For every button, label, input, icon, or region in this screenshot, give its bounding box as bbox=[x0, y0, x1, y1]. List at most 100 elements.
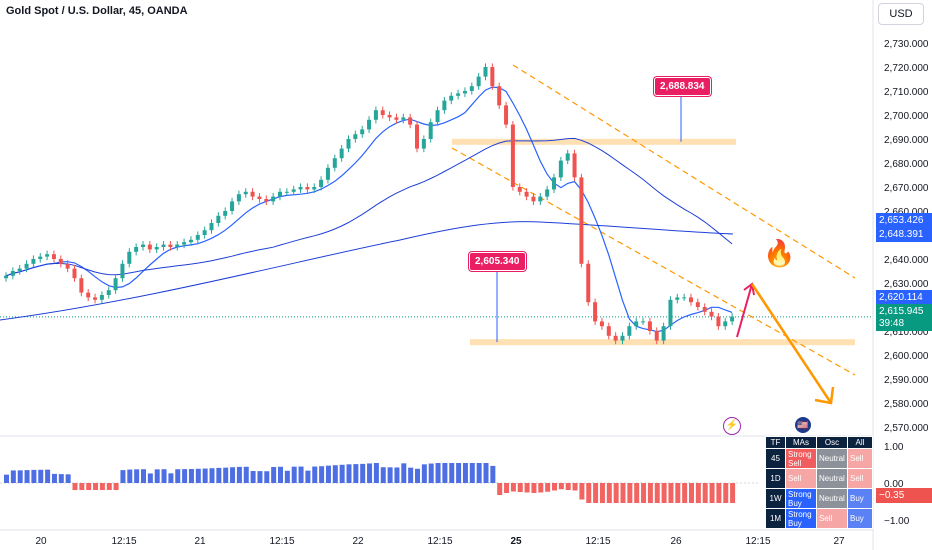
candle bbox=[168, 241, 173, 251]
oscillator-bar bbox=[510, 483, 516, 492]
candle bbox=[531, 193, 536, 205]
oscillator-bar bbox=[141, 469, 146, 483]
candle bbox=[538, 193, 543, 205]
price-tick-label: 2,690.000 bbox=[884, 135, 929, 146]
oscillator-bar bbox=[250, 471, 256, 483]
ta-tf: 45 bbox=[765, 448, 786, 469]
candle bbox=[175, 241, 180, 251]
candle bbox=[599, 317, 604, 330]
oscillator-bar bbox=[188, 469, 194, 483]
candle bbox=[4, 272, 8, 282]
us-flag-icon[interactable]: 🇺🇸 bbox=[795, 417, 811, 433]
candle-body bbox=[65, 263, 70, 269]
candle-body bbox=[332, 158, 337, 168]
oscillator-bar bbox=[31, 469, 37, 483]
oscillator-bar bbox=[599, 483, 605, 503]
oscillator-bar bbox=[93, 483, 99, 490]
ta-mas: Strong Sell bbox=[785, 448, 817, 469]
candle bbox=[709, 308, 714, 321]
oscillator-bar bbox=[127, 469, 133, 483]
time-tick-label: 26 bbox=[670, 536, 682, 547]
candle bbox=[586, 260, 591, 306]
candle bbox=[202, 226, 207, 239]
oscillator-bar bbox=[462, 463, 468, 483]
candle-body bbox=[730, 316, 735, 322]
candle bbox=[675, 293, 680, 304]
candle-body bbox=[408, 117, 413, 125]
oscillator-bar bbox=[312, 466, 318, 483]
oscillator-bar bbox=[723, 483, 729, 503]
candle-body bbox=[613, 335, 618, 341]
candle-body bbox=[545, 189, 550, 197]
oscillator-bar bbox=[10, 470, 16, 483]
candle-body bbox=[250, 191, 255, 197]
oscillator-bar bbox=[45, 469, 51, 483]
candle bbox=[284, 188, 289, 196]
ta-tf: 1M bbox=[765, 508, 786, 529]
ta-tf: 1W bbox=[765, 488, 786, 509]
candle-body bbox=[415, 124, 419, 149]
candles bbox=[4, 63, 735, 345]
candle bbox=[641, 317, 646, 325]
candle bbox=[147, 241, 152, 253]
candle-body bbox=[216, 215, 221, 223]
candle-body bbox=[236, 194, 241, 202]
oscillator-bar bbox=[236, 466, 242, 483]
candle-body bbox=[435, 110, 440, 123]
support-label: 2,605.340 bbox=[469, 252, 526, 271]
oscillator-bar bbox=[517, 483, 523, 492]
candle-body bbox=[195, 235, 200, 240]
oscillator-bar bbox=[182, 469, 188, 483]
candle bbox=[435, 106, 440, 126]
candle-body bbox=[312, 187, 317, 190]
chart-title[interactable]: Gold Spot / U.S. Dollar, 45, OANDA bbox=[6, 5, 188, 17]
candle-body bbox=[147, 244, 152, 250]
candle-body bbox=[462, 91, 467, 94]
candle bbox=[51, 250, 56, 263]
candle bbox=[462, 87, 467, 97]
oscillator-bar bbox=[106, 483, 112, 490]
candle-body bbox=[291, 189, 296, 192]
candle-body bbox=[271, 196, 276, 202]
candle bbox=[552, 173, 556, 193]
oscillator-bar bbox=[257, 471, 263, 483]
candle bbox=[188, 236, 193, 246]
candle bbox=[113, 274, 118, 294]
last-price-tag: 2,615.945 bbox=[876, 304, 932, 319]
candle bbox=[442, 97, 447, 114]
resistance-zone bbox=[452, 138, 736, 145]
candle bbox=[65, 260, 70, 273]
candle bbox=[257, 193, 262, 203]
candle-body bbox=[709, 311, 714, 317]
lightning-icon[interactable]: ⚡ bbox=[723, 417, 741, 435]
oscillator-bar bbox=[647, 483, 653, 503]
oscillator-bar bbox=[332, 465, 338, 483]
ta-osc: Sell bbox=[816, 508, 848, 529]
oscillator-bar bbox=[593, 483, 599, 503]
oscillator-bar bbox=[661, 483, 667, 503]
candle-body bbox=[360, 129, 365, 135]
currency-selector[interactable]: USD bbox=[878, 3, 924, 25]
descending-channel bbox=[451, 64, 856, 376]
candle bbox=[353, 130, 358, 143]
candle-body bbox=[4, 275, 8, 279]
candle-body bbox=[120, 263, 125, 279]
ma-fast-price-tag: 2,620.114 bbox=[876, 290, 932, 305]
candle-body bbox=[31, 259, 36, 264]
candle-body bbox=[202, 230, 207, 235]
oscillator-bar bbox=[51, 473, 57, 483]
time-tick-label: 27 bbox=[833, 536, 845, 547]
oscillator-bar bbox=[675, 483, 681, 503]
candle-body bbox=[689, 297, 693, 303]
candle bbox=[72, 265, 77, 282]
candle-body bbox=[442, 100, 447, 111]
candle bbox=[319, 176, 324, 191]
time-tick-label: 12:15 bbox=[269, 536, 294, 547]
oscillator-bar bbox=[154, 469, 160, 483]
oscillator-bar bbox=[730, 483, 736, 503]
time-tick-label: 20 bbox=[35, 536, 47, 547]
candle-body bbox=[675, 297, 680, 300]
candle-body bbox=[257, 196, 262, 199]
candle bbox=[449, 92, 454, 105]
